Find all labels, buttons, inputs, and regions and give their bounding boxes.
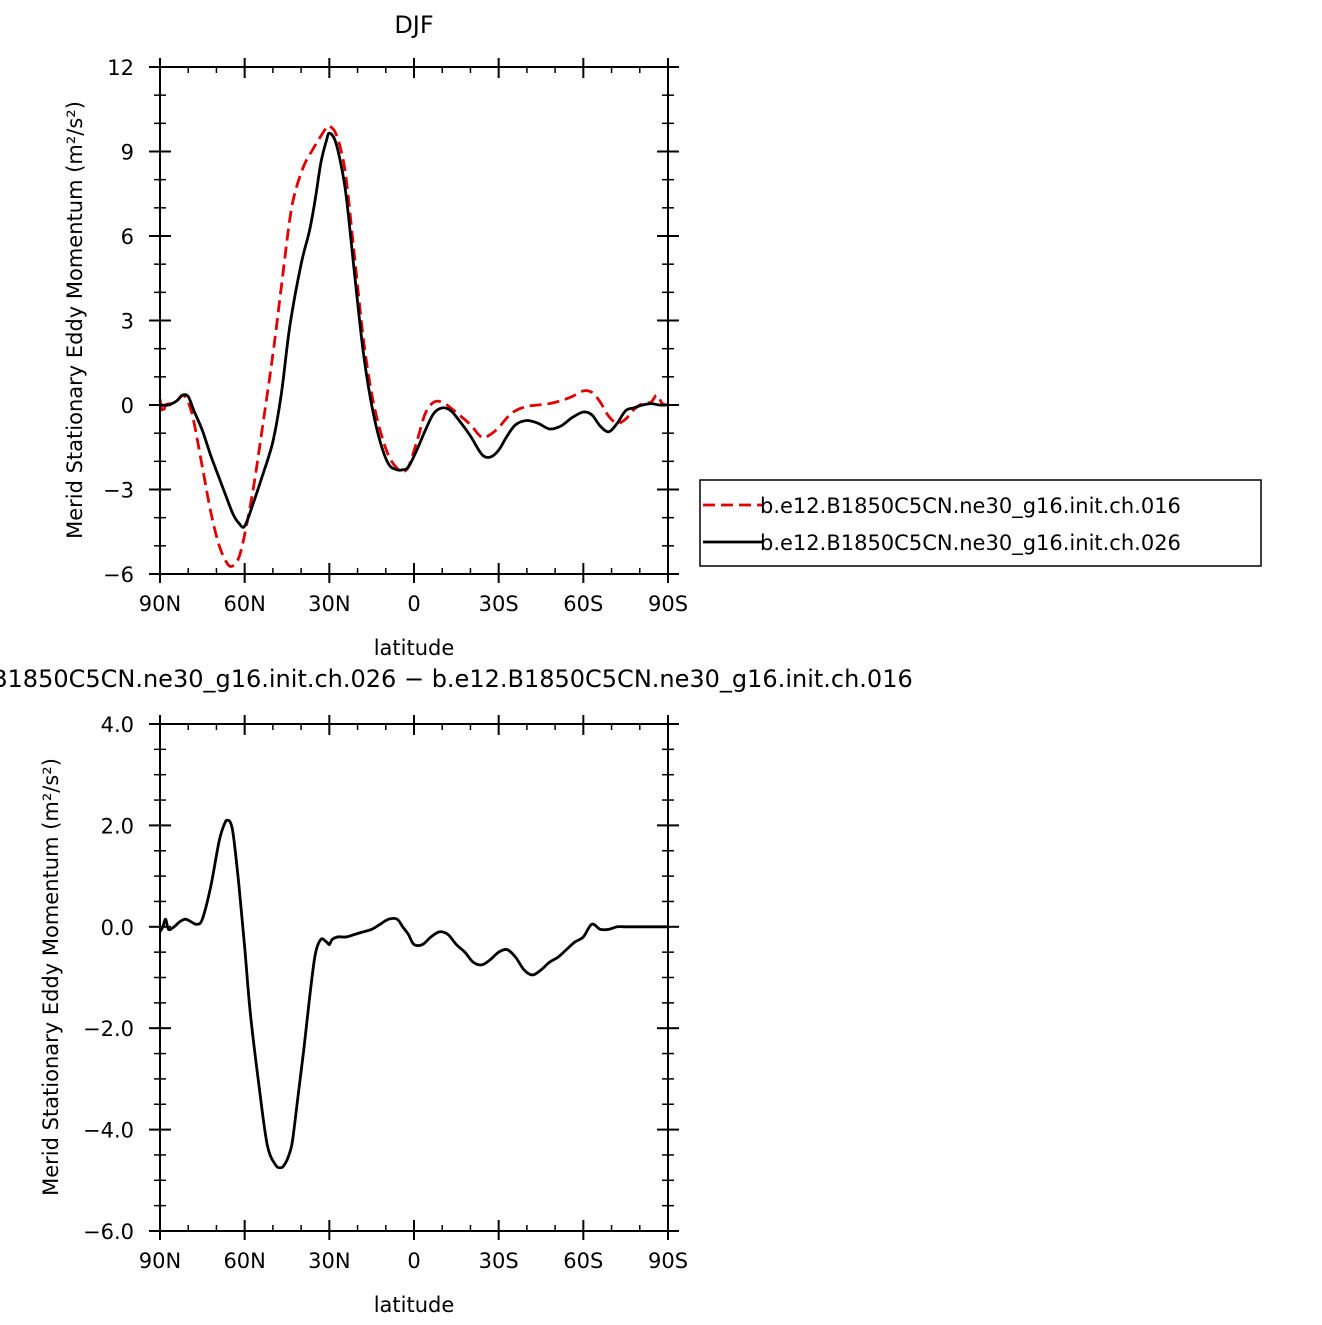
bottom-y-tick-label: 0.0 [101, 916, 134, 940]
bottom-x-tick-label: 60S [563, 1249, 603, 1273]
bottom-chart-title: b.e12.B1850C5CN.ne30_g16.init.ch.026 − b… [0, 665, 913, 693]
bottom-series-line-1 [158, 818, 668, 1170]
bottom-x-tick-labels: 90N 60N 30N 0 30S 60S 90S [139, 1249, 688, 1273]
bottom-y-tick-label: −2.0 [83, 1017, 134, 1041]
top-y-tick-labels: −6 −3 0 3 6 9 12 [103, 56, 134, 587]
top-y-tick-label: 3 [121, 310, 134, 334]
bottom-y-tick-labels: −6.0 −4.0 −2.0 0.0 2.0 4.0 [83, 713, 134, 1244]
bottom-x-tick-label: 30N [308, 1249, 350, 1273]
top-x-tick-label: 60N [223, 592, 265, 616]
top-series-line-1 [158, 124, 669, 568]
bottom-x-tick-label: 0 [407, 1249, 420, 1273]
top-y-tick-label: 6 [121, 225, 134, 249]
bottom-x-tick-label: 90S [648, 1249, 688, 1273]
top-x-tick-label: 90S [648, 592, 688, 616]
bottom-y-axis-label: Merid Stationary Eddy Momentum (m²/s²) [39, 758, 63, 1196]
bottom-panel: b.e12.B1850C5CN.ne30_g16.init.ch.026 − b… [0, 665, 913, 1317]
top-y-tick-label: 0 [121, 394, 134, 418]
bottom-x-tick-label: 60N [223, 1249, 265, 1273]
bottom-y-tick-label: −6.0 [83, 1220, 134, 1244]
bottom-y-tick-label: 4.0 [101, 713, 134, 737]
bottom-axis-ticks [149, 715, 679, 1240]
bottom-y-tick-label: −4.0 [83, 1119, 134, 1143]
top-series-group [158, 124, 669, 568]
bottom-series-group [158, 818, 668, 1170]
legend-label-ch026: b.e12.B1850C5CN.ne30_g16.init.ch.026 [760, 531, 1181, 556]
top-y-tick-label: −3 [103, 479, 134, 503]
bottom-plot-frame [159, 723, 669, 1232]
top-plot-frame [159, 66, 669, 575]
top-chart-title: DJF [394, 11, 433, 39]
legend-label-ch016: b.e12.B1850C5CN.ne30_g16.init.ch.016 [760, 494, 1181, 519]
bottom-x-tick-label: 30S [479, 1249, 519, 1273]
bottom-x-axis-label: latitude [374, 1293, 455, 1317]
top-x-tick-label: 60S [563, 592, 603, 616]
top-panel: DJF 90N 60N 30N 0 30S 60S 90S −6 −3 0 3 6 9 12 latit… [63, 11, 1262, 660]
top-x-tick-label: 0 [407, 592, 420, 616]
top-y-tick-label: 12 [107, 56, 134, 80]
bottom-x-tick-label: 90N [139, 1249, 181, 1273]
top-x-tick-label: 90N [139, 592, 181, 616]
legend: b.e12.B1850C5CN.ne30_g16.init.ch.016 b.e… [699, 479, 1262, 567]
top-y-axis-label: Merid Stationary Eddy Momentum (m²/s²) [63, 101, 87, 539]
top-y-tick-label: −6 [103, 563, 134, 587]
bottom-y-tick-label: 2.0 [101, 814, 134, 838]
top-series-line-2 [159, 131, 669, 529]
top-x-axis-label: latitude [374, 636, 455, 660]
top-y-tick-label: 9 [121, 141, 134, 165]
legend-box [699, 479, 1262, 567]
top-x-tick-label: 30N [308, 592, 350, 616]
top-x-tick-labels: 90N 60N 30N 0 30S 60S 90S [139, 592, 688, 616]
top-x-tick-label: 30S [479, 592, 519, 616]
